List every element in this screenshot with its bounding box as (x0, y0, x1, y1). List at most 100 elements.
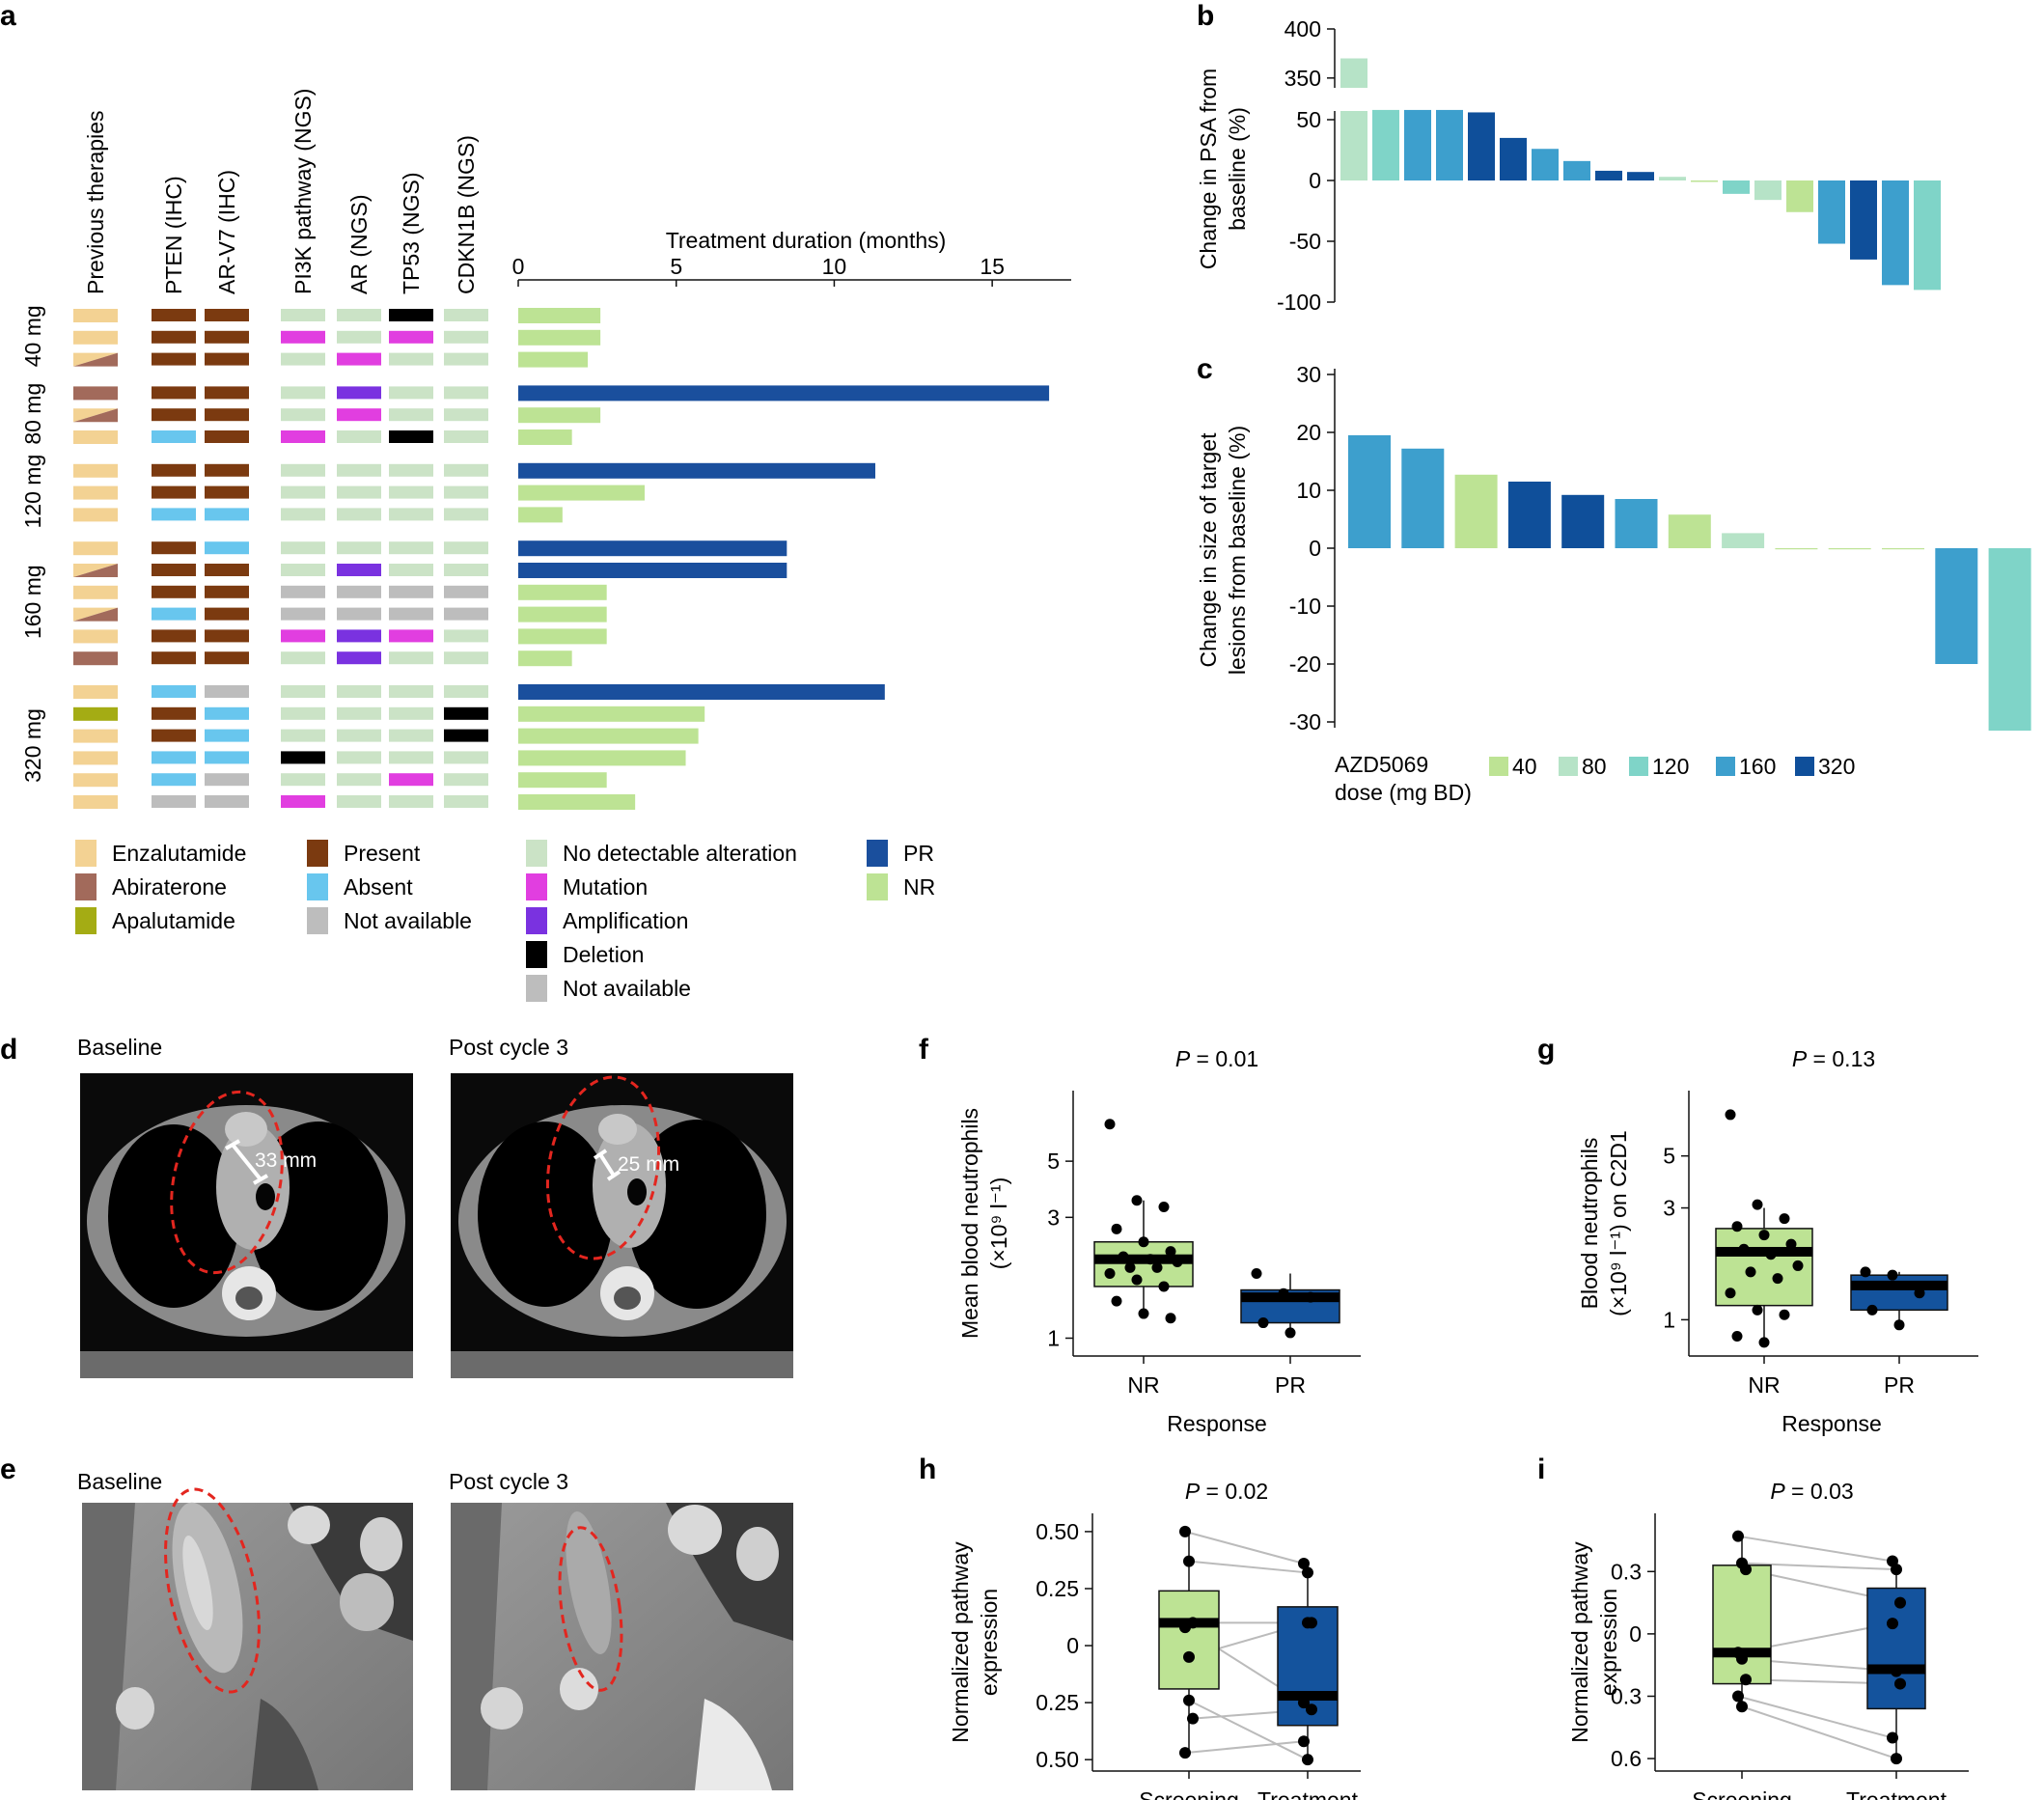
therapy-cell (73, 541, 118, 556)
legend-label: Present (344, 841, 421, 866)
biomarker-cell (337, 430, 381, 443)
data-point (1779, 1213, 1790, 1225)
biomarker-cell (337, 463, 381, 477)
panel-f-boxplot: P = 0.01 1 3 5 Mean blood neutrophils (×10⁹ l… (957, 1046, 1361, 1436)
data-point (1124, 1261, 1136, 1273)
box-tick-label: 0.50 (1036, 1519, 1079, 1544)
biomarker-cell (152, 651, 196, 665)
data-point (1302, 1754, 1313, 1766)
duration-bar (518, 628, 607, 645)
box-tick-label: 0 (1629, 1621, 1642, 1647)
box-x-title: Response (1167, 1411, 1267, 1436)
lesion-tick-label: 0 (1309, 536, 1321, 561)
biomarker-cell (337, 629, 381, 643)
legend-label: Not available (344, 908, 472, 933)
therapy-cell (73, 309, 118, 322)
psa-y-label-2: baseline (%) (1225, 107, 1250, 231)
data-point (1138, 1308, 1149, 1319)
panel-c-lesion-waterfall: -30 -20 -10 0 10 20 30 Change in size of target… (1196, 362, 2031, 805)
data-point (1183, 1694, 1195, 1706)
dose-legend-swatch (1629, 757, 1648, 776)
duration-bar (518, 584, 607, 600)
box-median (1851, 1280, 1947, 1290)
therapy-cell (73, 795, 118, 809)
box-tick-label: 0.50 (1036, 1747, 1079, 1772)
p-italic: P (1770, 1479, 1785, 1504)
legend-label: Amplification (563, 908, 688, 933)
panel-i-boxplot: P = 0.03 0.6 0.3 0 0.3 Normalized pathway expr… (1567, 1479, 1969, 1800)
lesion-tick-label: 30 (1296, 362, 1321, 387)
lesion-outline-baseline (170, 1090, 284, 1275)
data-point (1792, 1260, 1804, 1271)
duration-bar (518, 794, 636, 810)
dose-legend-swatch (1489, 757, 1508, 776)
data-point (1732, 1690, 1744, 1703)
dose-group-label: 320 mg (20, 708, 45, 783)
biomarker-cell (152, 430, 196, 443)
duration-bar (518, 684, 885, 700)
psa-tick-label: -50 (1289, 229, 1321, 254)
lesion-bar (1722, 533, 1765, 548)
biomarker-cell (389, 408, 433, 422)
psa-bar (1500, 137, 1527, 180)
column-header: CDKN1B (NGS) (454, 135, 479, 294)
biomarker-cell (389, 706, 433, 720)
box-median (1278, 1691, 1338, 1702)
psa-tick-label: 400 (1284, 16, 1321, 42)
biomarker-cell (389, 629, 433, 643)
data-point (1251, 1268, 1262, 1280)
data-point (1302, 1617, 1313, 1629)
biomarker-cell (337, 795, 381, 808)
lesion-bar (1348, 435, 1391, 548)
therapy-cell-abiraterone (73, 607, 118, 622)
box-y-label: Mean blood neutrophils (957, 1108, 982, 1339)
duration-bar (518, 329, 601, 346)
biomarker-cell (152, 629, 196, 643)
psa-y-label-1: Change in PSA from (1196, 69, 1221, 269)
biomarker-cell (205, 485, 249, 499)
ct-abdomen-post-image (451, 1503, 793, 1790)
biomarker-cell (281, 607, 325, 621)
box-median (1716, 1246, 1812, 1257)
panel-letter-g: g (1537, 1034, 1555, 1066)
biomarker-cell (205, 309, 249, 321)
data-point (1158, 1201, 1170, 1212)
biomarker-cell (389, 607, 433, 621)
biomarker-cell (444, 685, 488, 698)
column-header: TP53 (NGS) (399, 172, 424, 294)
therapy-cell (73, 706, 118, 721)
lesion-tick-label: 20 (1296, 420, 1321, 445)
data-point (1725, 1288, 1736, 1299)
biomarker-cell (337, 773, 381, 787)
biomarker-cell (337, 386, 381, 400)
therapy-cell (73, 585, 118, 599)
biomarker-cell (337, 564, 381, 576)
box-y-label: (×10⁹ l⁻¹) (986, 1177, 1011, 1269)
duration-bar (518, 606, 607, 623)
biomarker-cell (205, 629, 249, 643)
data-point (1891, 1564, 1902, 1576)
data-point (1758, 1337, 1770, 1348)
panel-letter-e: e (0, 1454, 16, 1485)
biomarker-cell (152, 386, 196, 400)
biomarker-cell (205, 541, 249, 555)
box-y-label: Normalized pathway (948, 1541, 973, 1743)
data-point (1138, 1236, 1149, 1248)
biomarker-cell (281, 463, 325, 477)
dose-legend-label: 80 (1582, 754, 1607, 779)
panel-letter-i: i (1537, 1454, 1545, 1485)
psa-bar (1786, 180, 1813, 212)
column-header: AR-V7 (IHC) (214, 170, 239, 294)
duration-bar (518, 462, 875, 479)
data-point (1165, 1313, 1176, 1324)
data-point (1914, 1288, 1925, 1299)
box-iqr (1850, 1274, 1948, 1312)
biomarker-cell (152, 408, 196, 422)
legend-swatch (307, 907, 328, 934)
swimmer-axis-title: Treatment duration (months) (666, 228, 947, 253)
lesion-outline-post (545, 1075, 661, 1260)
biomarker-cell (205, 751, 249, 764)
biomarker-cell (205, 508, 249, 521)
therapy-cell (73, 651, 118, 666)
pair-line (1741, 1562, 1897, 1571)
